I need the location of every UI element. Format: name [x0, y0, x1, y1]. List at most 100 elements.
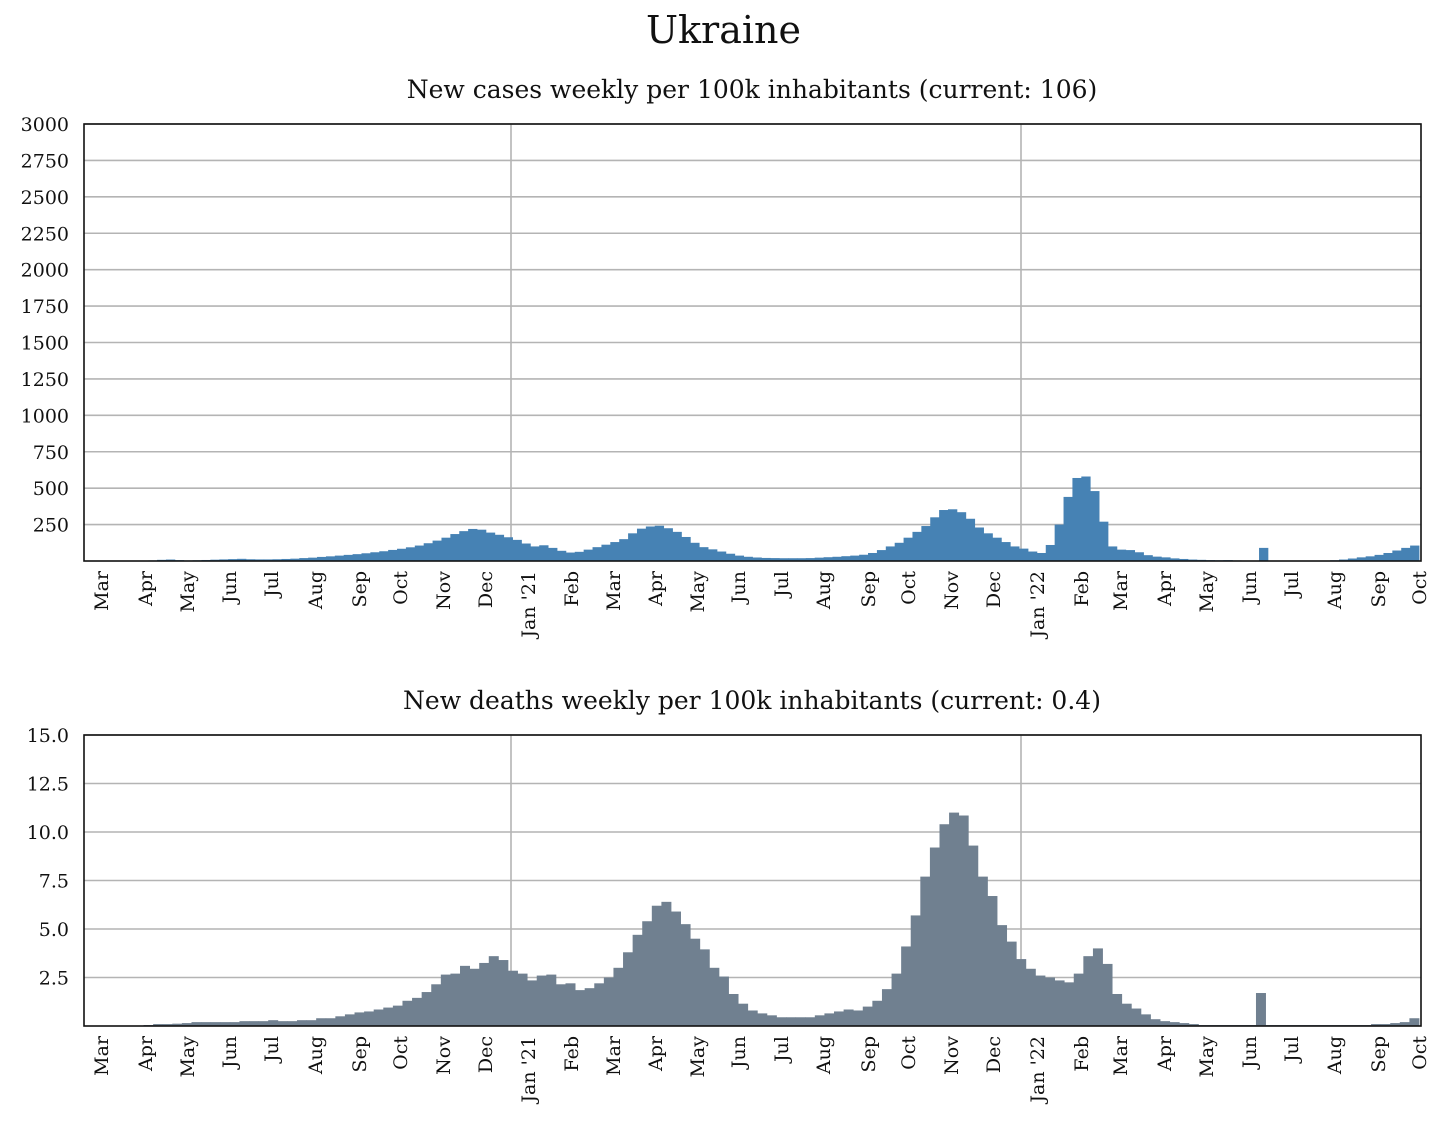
cases-bar [414, 545, 425, 561]
deaths-bar [546, 974, 557, 1026]
deaths-bar [623, 952, 634, 1026]
deaths-bar [229, 1022, 240, 1026]
cases-bar [868, 552, 878, 561]
deaths-bar [258, 1021, 269, 1026]
deaths-xtick-label: May [1196, 1036, 1218, 1078]
deaths-bar [824, 1013, 835, 1026]
deaths-xtick-label: Jul [1281, 1036, 1303, 1064]
deaths-bar [488, 956, 499, 1026]
deaths-bar [1150, 1019, 1161, 1026]
cases-bar [965, 518, 976, 561]
deaths-bar [843, 1009, 854, 1026]
deaths-ytick-label: 5.0 [39, 919, 69, 941]
cases-xtick-label: Oct [1409, 571, 1431, 605]
deaths-xtick-label: Sep [349, 1036, 371, 1072]
deaths-bar [191, 1022, 202, 1026]
cases-xtick-label: Apr [645, 570, 667, 607]
cases-bar [1010, 546, 1020, 561]
deaths-xtick-label: Jan '22 [1027, 1036, 1049, 1105]
deaths-bar [929, 847, 940, 1026]
cases-bar [619, 539, 629, 561]
cases-bar [1072, 477, 1082, 561]
deaths-bar [1121, 1003, 1132, 1026]
cases-bar [521, 543, 531, 561]
deaths-bar [920, 876, 931, 1026]
deaths-bar [1006, 941, 1017, 1026]
deaths-bar [795, 1017, 806, 1026]
cases-bar [823, 557, 833, 561]
cases-xtick-label: May [1196, 571, 1218, 613]
deaths-xtick-label: Jul [261, 1036, 283, 1064]
deaths-bar [517, 973, 528, 1026]
cases-bar [779, 558, 789, 561]
deaths-xtick-label: Aug [813, 1036, 835, 1075]
cases-bar [654, 525, 665, 561]
deaths-bar [881, 989, 892, 1026]
deaths-bar [1073, 973, 1084, 1026]
cases-bar [1143, 555, 1153, 561]
cases-bar [690, 542, 700, 561]
deaths-bar [210, 1022, 221, 1026]
deaths-bar [392, 1005, 403, 1026]
cases-xtick-label: Apr [135, 570, 157, 607]
cases-bar [725, 553, 736, 561]
deaths-bar [1409, 1018, 1420, 1026]
deaths-bar [201, 1022, 212, 1026]
cases-bar [237, 558, 247, 561]
cases-bar [352, 554, 362, 561]
deaths-xtick-label: Apr [135, 1035, 157, 1072]
cases-bar [503, 537, 513, 561]
deaths-bar [997, 925, 1008, 1026]
cases-bar [1410, 545, 1420, 561]
cases-bar [708, 549, 718, 561]
deaths-bar [296, 1020, 307, 1026]
cases-xtick-label: Jan '22 [1027, 571, 1049, 640]
cases-bar [1001, 542, 1011, 561]
deaths-bar [1092, 948, 1103, 1026]
cases-bar [299, 558, 309, 561]
deaths-bar [507, 970, 518, 1026]
cases-xtick-label: Sep [349, 571, 371, 607]
deaths-chart: New deaths weekly per 100k inhabitants (… [27, 686, 1431, 1105]
cases-bar [770, 558, 780, 561]
deaths-bar [1025, 968, 1036, 1026]
deaths-bar [565, 983, 576, 1026]
deaths-bar [814, 1015, 825, 1026]
cases-bar [885, 546, 896, 561]
cases-bar [494, 534, 505, 561]
cases-bar [423, 543, 433, 561]
cases-bar [1392, 550, 1402, 561]
cases-bar [1036, 552, 1047, 561]
deaths-bar [805, 1017, 816, 1026]
cases-bar [343, 554, 353, 561]
cases-bar [610, 542, 620, 561]
cases-bar [956, 512, 967, 561]
deaths-bar [584, 988, 595, 1026]
deaths-bar [1016, 959, 1027, 1026]
cases-bar [743, 556, 753, 561]
deaths-bar [862, 1006, 873, 1026]
deaths-xtick-label: Oct [390, 1036, 412, 1070]
cases-bar [645, 526, 656, 561]
deaths-bar [939, 824, 950, 1026]
cases-bar [379, 551, 389, 561]
deaths-bar [1035, 975, 1046, 1026]
cases-bar [272, 559, 282, 561]
deaths-bar [834, 1011, 844, 1026]
deaths-xtick-label: Aug [1324, 1036, 1346, 1075]
cases-bar [1134, 552, 1144, 561]
deaths-xtick-label: Jun [728, 1036, 750, 1070]
deaths-xtick-label: Feb [561, 1036, 583, 1072]
cases-xtick-label: Jul [1281, 571, 1303, 599]
cases-bar [334, 555, 345, 561]
deaths-bar [872, 1000, 883, 1026]
deaths-xtick-label: Feb [1071, 1036, 1093, 1072]
cases-bar [1356, 557, 1367, 561]
cases-xtick-label: Jul [771, 571, 793, 599]
deaths-xtick-label: Dec [475, 1036, 497, 1073]
cases-xtick-label: Aug [813, 571, 835, 610]
deaths-bar [1160, 1021, 1171, 1026]
cases-xtick-label: Nov [433, 571, 455, 610]
cases-bar [512, 539, 522, 561]
deaths-bar [661, 901, 672, 1026]
